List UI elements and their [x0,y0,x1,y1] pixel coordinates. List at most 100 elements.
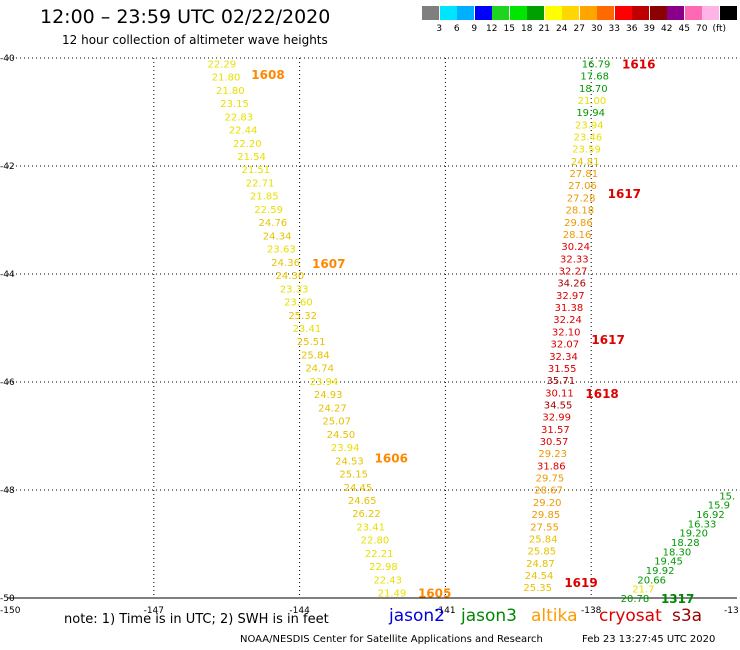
wave-height-point: 19.45 [654,557,683,568]
wave-height-point: 25.85 [527,547,556,558]
wave-height-point: 22.44 [229,126,258,137]
wave-height-point: 22.20 [233,139,262,150]
wave-height-point: 24.76 [259,218,288,229]
wave-height-point: 29.85 [532,510,561,521]
color-scale-label: 30 [591,24,603,34]
chart-grid [8,57,737,598]
color-swatch [614,6,632,20]
wave-height-point: 31.55 [548,364,577,375]
wave-height-point: 23.41 [356,522,385,533]
chart-axes: -40 -42 -44 -46 -48 -50 -147 -144 -141 -138 -150 -1… [0,54,739,616]
wave-height-point: 30.57 [540,437,569,448]
wave-height-point: 31.38 [555,303,584,314]
satellite-legend-jason3: jason3 [461,606,517,626]
time-label: 1619 [564,576,597,590]
wave-height-point: 23.46 [574,132,603,143]
wave-height-point: 22.98 [369,562,398,573]
wave-height-point: 24.34 [263,231,292,242]
wave-height-point: 21.51 [242,165,271,176]
wave-height-point: 23.60 [284,298,313,309]
color-swatch [579,6,597,20]
wave-height-point: 32.24 [553,315,582,326]
wave-height-point: 25.07 [322,417,351,428]
wave-height-point: 22.59 [254,205,283,216]
wave-height-point: 27.06 [568,181,597,192]
wave-height-point: 16.92 [696,510,725,521]
wave-height-point: 22.21 [365,549,394,560]
wave-height-point: 22.43 [373,575,402,586]
wave-height-point: 17.68 [580,72,609,83]
x-tick-label: -141 [435,606,455,616]
satellite-legend-s3a: s3a [672,606,703,626]
wave-height-point: 21.80 [216,86,245,97]
wave-height-point: 32.10 [552,327,581,338]
color-swatch [544,6,562,20]
wave-height-point: 30.24 [561,242,590,253]
wave-height-point: 24.87 [526,559,555,570]
wave-height-point: 18.70 [579,84,608,95]
wave-height-point: 22.83 [225,112,254,123]
wave-height-point: 24.74 [305,364,334,375]
wave-height-point: 15. [719,491,735,502]
wave-height-point: 21.00 [578,96,607,107]
wave-height-point: 23.15 [220,99,249,110]
wave-height-point: 25.84 [529,534,558,545]
time-label: 1607 [312,257,345,271]
wave-height-point: 28.16 [563,230,592,241]
wave-height-point: 24.30 [276,271,305,282]
wave-height-point: 26.22 [352,509,381,520]
wave-height-point: 16.79 [582,59,611,70]
color-scale-label: 42 [661,24,673,34]
y-tick-label: -50 [0,594,15,604]
color-swatch [649,6,667,20]
color-scale-label: 9 [471,24,478,34]
wave-height-point: 21.80 [212,73,241,84]
wave-height-point: 28.18 [565,206,594,217]
chart-time-labels: 1608 1607 1606 1605 1616 1617 1617 1618 1619 1317 [251,57,694,606]
color-swatch [527,6,544,20]
color-scale-label: 18 [521,24,533,34]
y-tick-label: -40 [0,54,15,64]
wave-height-point: 24.27 [318,403,347,414]
color-scale-label: (ft) [712,24,727,34]
wave-height-point: 21.7 [632,585,654,596]
satellite-legend-cryosat: cryosat [599,606,662,626]
wave-height-point: 29.75 [536,474,565,485]
chart-points: 22.29 21.80 21.80 23.15 22.83 22.44 22.20 21.54… [208,59,736,605]
wave-height-point: 25.15 [339,470,368,481]
x-tick-label: -138 [581,606,602,616]
wave-height-point: 27.28 [567,193,596,204]
color-swatch [684,6,702,20]
corner-label-right: -13 [724,606,739,616]
wave-height-point: 18.30 [663,547,692,558]
time-label: 1606 [375,452,408,466]
wave-height-point: 23.94 [575,120,604,131]
wave-height-point: 32.99 [542,413,571,424]
wave-height-point: 22.71 [246,178,275,189]
color-swatch [492,6,509,20]
wave-height-point: 31.86 [537,461,566,472]
wave-height-point: 29.86 [564,218,593,229]
footer-credit: NOAA/NESDIS Center for Satellite Applica… [240,634,543,645]
chart-subtitle: 12 hour collection of altimeter wave hei… [62,33,328,47]
wave-height-point: 18.28 [671,538,700,549]
x-tick-label: -144 [289,606,310,616]
footer-timestamp: Feb 23 13:27:45 UTC 2020 [582,634,716,645]
color-swatch [632,6,649,20]
wave-height-point: 15.9 [708,501,730,512]
wave-height-point: 23.63 [267,245,296,256]
wave-height-point: 22.29 [208,59,237,70]
wave-height-point: 23.41 [293,324,322,335]
chart-title: 12:00 – 23:59 UTC 02/22/2020 [40,6,331,28]
wave-height-point: 32.34 [549,352,578,363]
wave-height-point: 20.78 [621,594,650,605]
wave-height-point: 23.33 [280,284,309,295]
wave-height-point: 24.36 [271,258,300,269]
wave-height-point: 21.54 [237,152,266,163]
color-scale-label: 39 [643,24,655,34]
color-scale-label: 3 [436,24,443,34]
wave-height-point: 29.23 [538,449,567,460]
time-label: 1317 [661,592,694,606]
color-swatch [439,6,457,20]
wave-height-point: 24.50 [327,430,356,441]
